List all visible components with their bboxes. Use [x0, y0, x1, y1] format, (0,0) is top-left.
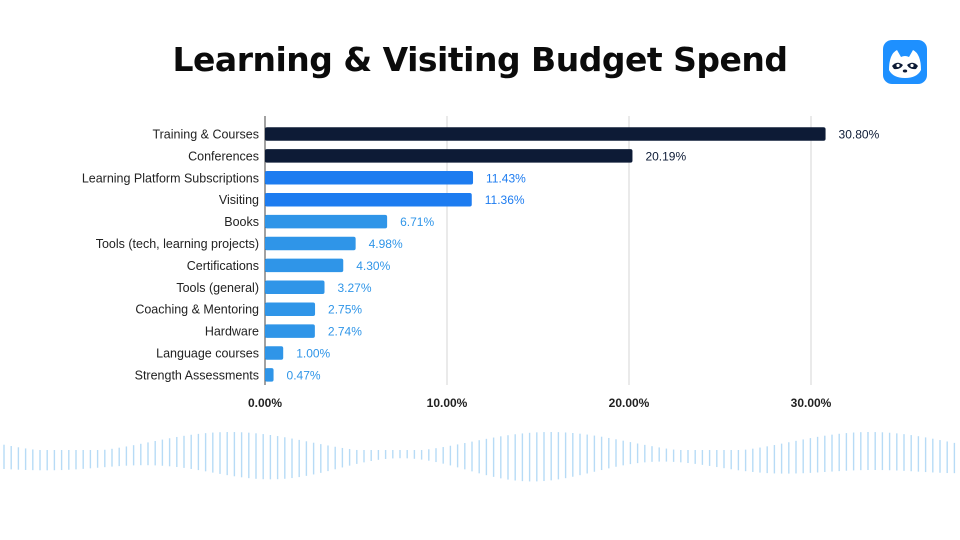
raccoon-logo-icon	[883, 40, 927, 84]
category-label: Learning Platform Subscriptions	[82, 171, 259, 185]
category-label: Visiting	[219, 193, 259, 207]
data-label: 0.47%	[287, 368, 321, 382]
bar	[265, 127, 826, 141]
x-tick-label: 0.00%	[248, 396, 282, 410]
bar	[265, 236, 356, 251]
data-label: 20.19%	[645, 149, 686, 163]
x-tick-label: 20.00%	[609, 396, 650, 410]
category-label: Language courses	[156, 347, 259, 361]
category-label: Hardware	[205, 325, 259, 339]
bar	[265, 192, 472, 207]
bar	[265, 171, 474, 185]
category-label: Conferences	[188, 149, 259, 163]
x-tick-label: 10.00%	[427, 396, 468, 410]
data-label: 11.36%	[485, 193, 525, 207]
data-label: 30.80%	[839, 128, 880, 142]
bar	[265, 258, 344, 273]
bar	[265, 324, 315, 338]
category-label: Books	[224, 215, 259, 229]
data-label: 11.43%	[486, 171, 526, 185]
category-label: Tools (general)	[176, 281, 259, 295]
data-label: 3.27%	[338, 281, 372, 295]
category-label: Training & Courses	[152, 128, 259, 142]
data-label: 4.98%	[369, 237, 403, 251]
category-label: Strength Assessments	[135, 368, 259, 382]
category-label: Coaching & Mentoring	[135, 303, 259, 317]
data-label: 6.71%	[400, 215, 434, 229]
bar	[265, 302, 316, 316]
data-label: 2.74%	[328, 325, 362, 339]
bar	[265, 368, 274, 382]
bar	[265, 346, 284, 360]
bar	[265, 280, 325, 295]
page-title: Learning & Visiting Budget Spend	[172, 40, 788, 79]
category-label: Certifications	[187, 259, 259, 273]
bar	[265, 149, 633, 163]
data-label: 2.75%	[328, 303, 362, 317]
category-label: Tools (tech, learning projects)	[96, 237, 259, 251]
x-tick-label: 30.00%	[791, 396, 832, 410]
data-label: 4.30%	[356, 259, 390, 273]
data-label: 1.00%	[296, 347, 330, 361]
bar	[265, 214, 388, 229]
